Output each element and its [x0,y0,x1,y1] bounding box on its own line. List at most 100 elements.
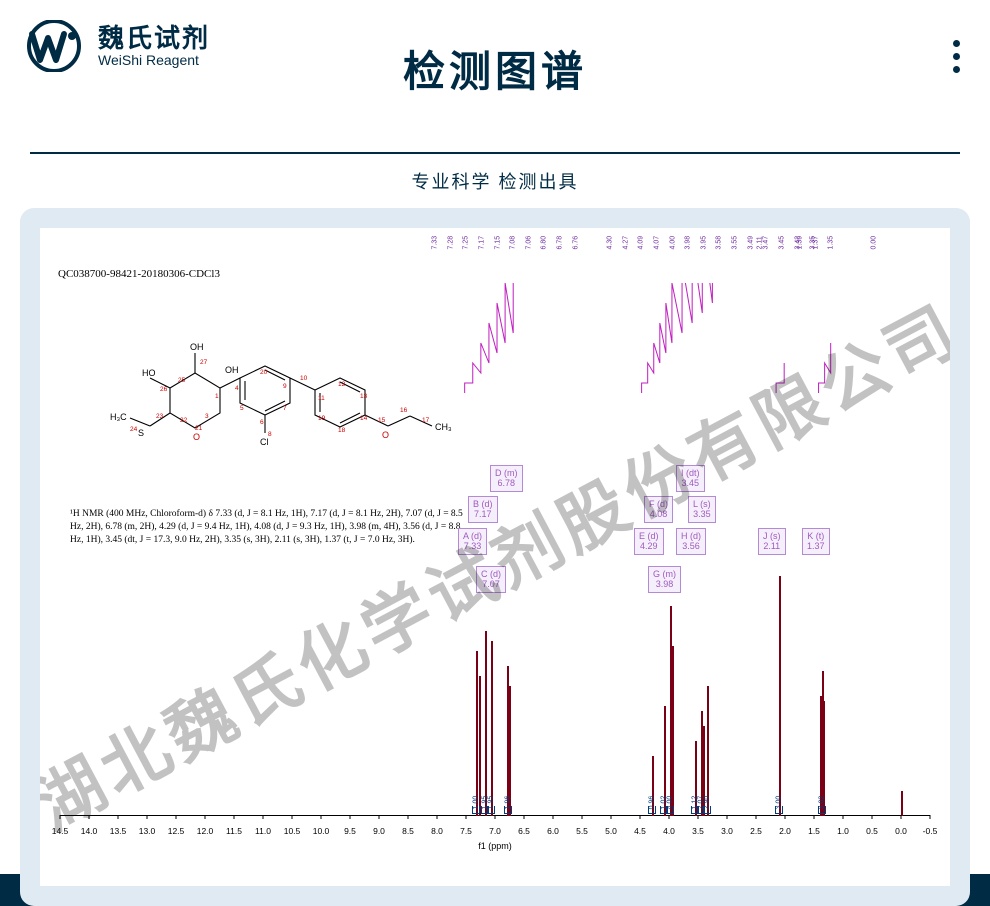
x-axis-label: f1 (ppm) [478,841,512,851]
x-tick-label: 4.0 [663,826,675,836]
x-tick-mark [408,815,409,819]
spectrum-peak [485,631,487,816]
x-tick-label: 4.5 [634,826,646,836]
spectrum-peak [672,646,674,816]
spectrum-peak [491,641,493,816]
svg-text:O: O [382,430,389,440]
x-tick-label: 5.0 [605,826,617,836]
x-tick-mark [756,815,757,819]
x-tick-mark [930,815,931,819]
svg-text:14: 14 [360,415,368,422]
x-tick-label: 14.5 [52,826,69,836]
integral-bracket [648,806,656,814]
x-tick-label: 12.0 [197,826,214,836]
x-tick-mark [814,815,815,819]
assignment-box-k: K (t)1.37 [802,528,830,555]
integral-bracket [487,806,495,814]
peak-ppm-labels: 7.337.287.257.177.157.087.066.806.786.76 [435,246,591,253]
x-tick-mark [321,815,322,819]
spectrum-card-outer: QC038700-98421-20180306-CDCl3 [20,208,970,906]
integration-curves-icon [40,283,950,403]
x-tick-label: 11.0 [255,826,271,836]
page: 魏氏试剂 WeiShi Reagent 检测图谱 专业科学 检测出具 QC038… [0,0,990,874]
x-tick-mark [263,815,264,819]
x-tick-label: 8.5 [402,826,414,836]
svg-text:3: 3 [205,413,209,420]
x-tick-mark [234,815,235,819]
svg-text:17: 17 [422,417,430,424]
header: 魏氏试剂 WeiShi Reagent 检测图谱 [0,0,990,140]
logo-icon [20,20,88,72]
sample-id: QC038700-98421-20180306-CDCl3 [58,268,220,280]
assignment-box-a: A (d)7.33 [458,528,487,555]
assignment-box-i: I (dt)3.45 [676,465,705,492]
svg-text:24: 24 [130,426,138,433]
x-tick-label: 3.0 [721,826,733,836]
x-tick-mark [553,815,554,819]
x-tick-label: 11.5 [226,826,242,836]
svg-text:CH₃: CH₃ [435,422,452,432]
x-tick-mark [872,815,873,819]
assignment-box-d: D (m)6.78 [490,465,523,492]
x-tick-mark [524,815,525,819]
svg-text:Cl: Cl [260,437,269,447]
x-tick-mark [843,815,844,819]
x-tick-label: 6.5 [518,826,530,836]
x-tick-mark [611,815,612,819]
assignment-box-b: B (d)7.17 [468,496,498,523]
x-tick-mark [785,815,786,819]
svg-text:21: 21 [195,425,203,432]
x-tick-mark [582,815,583,819]
svg-text:16: 16 [400,407,408,414]
x-tick-label: 10.5 [284,826,301,836]
assignment-box-l: L (s)3.35 [688,496,716,523]
x-tick-label: 13.0 [139,826,156,836]
x-tick-label: 5.5 [576,826,588,836]
spectrum-peak [901,791,903,816]
x-tick-mark [147,815,148,819]
x-tick-mark [60,815,61,819]
svg-text:O: O [193,432,200,442]
x-tick-label: 3.5 [692,826,704,836]
spectrum-peak [476,651,478,816]
x-tick-label: 2.5 [750,826,762,836]
x-tick-label: 0.0 [895,826,907,836]
menu-icon[interactable] [953,40,960,73]
x-tick-label: 10.0 [313,826,330,836]
logo-cn: 魏氏试剂 [98,24,210,53]
nmr-description: ¹H NMR (400 MHz, Chloroform-d) δ 7.33 (d… [70,508,470,546]
assignment-box-f: F (d)4.08 [644,496,673,523]
x-tick-label: -0.5 [923,826,938,836]
x-tick-label: 7.0 [489,826,501,836]
svg-text:8: 8 [268,431,272,438]
x-tick-mark [89,815,90,819]
logo-en: WeiShi Reagent [98,53,210,68]
x-tick-label: 7.5 [460,826,472,836]
integral-bracket [472,806,480,814]
x-tick-label: 13.5 [110,826,127,836]
svg-text:18: 18 [338,427,346,434]
logo: 魏氏试剂 WeiShi Reagent [20,20,210,72]
x-tick-label: 8.0 [431,826,443,836]
subtitle: 专业科学 检测出具 [0,168,990,194]
x-tick-mark [698,815,699,819]
peak-ppm-labels: 1.391.371.35 [800,246,847,253]
assignment-box-h: H (d)3.56 [676,528,706,555]
x-tick-label: 9.0 [373,826,385,836]
x-tick-mark [379,815,380,819]
spectrum-peak [779,576,781,816]
integral-bracket [504,806,512,814]
svg-text:H₃C: H₃C [110,412,127,422]
svg-text:15: 15 [378,417,386,424]
svg-text:22: 22 [180,417,188,424]
peak-ppm-labels: 0.00 [874,246,890,253]
x-tick-mark [176,815,177,819]
assignment-box-c: C (d)7.07 [476,566,506,593]
svg-text:23: 23 [156,413,164,420]
x-tick-mark [437,815,438,819]
x-tick-mark [349,815,350,819]
x-tick-label: 14.0 [81,826,98,836]
assignment-box-j: J (s)2.11 [758,528,786,555]
logo-text: 魏氏试剂 WeiShi Reagent [98,24,210,68]
x-tick-mark [495,815,496,819]
